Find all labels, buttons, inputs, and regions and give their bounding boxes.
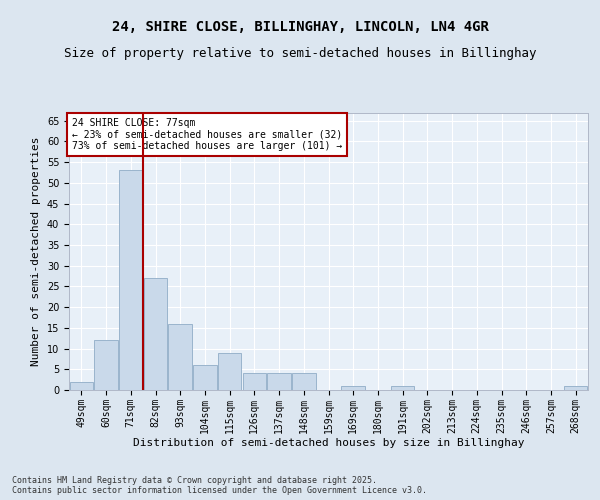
Bar xyxy=(119,170,143,390)
X-axis label: Distribution of semi-detached houses by size in Billinghay: Distribution of semi-detached houses by … xyxy=(133,438,524,448)
Bar xyxy=(341,386,365,390)
Bar xyxy=(564,386,587,390)
Text: Contains HM Land Registry data © Crown copyright and database right 2025.
Contai: Contains HM Land Registry data © Crown c… xyxy=(12,476,427,495)
Bar xyxy=(242,374,266,390)
Bar xyxy=(169,324,192,390)
Y-axis label: Number of semi-detached properties: Number of semi-detached properties xyxy=(31,136,41,366)
Bar xyxy=(268,374,291,390)
Text: 24, SHIRE CLOSE, BILLINGHAY, LINCOLN, LN4 4GR: 24, SHIRE CLOSE, BILLINGHAY, LINCOLN, LN… xyxy=(112,20,488,34)
Bar xyxy=(70,382,93,390)
Bar xyxy=(218,352,241,390)
Text: 24 SHIRE CLOSE: 77sqm
← 23% of semi-detached houses are smaller (32)
73% of semi: 24 SHIRE CLOSE: 77sqm ← 23% of semi-deta… xyxy=(71,118,342,151)
Bar xyxy=(193,365,217,390)
Text: Size of property relative to semi-detached houses in Billinghay: Size of property relative to semi-detach… xyxy=(64,48,536,60)
Bar xyxy=(94,340,118,390)
Bar xyxy=(144,278,167,390)
Bar xyxy=(292,374,316,390)
Bar xyxy=(391,386,415,390)
